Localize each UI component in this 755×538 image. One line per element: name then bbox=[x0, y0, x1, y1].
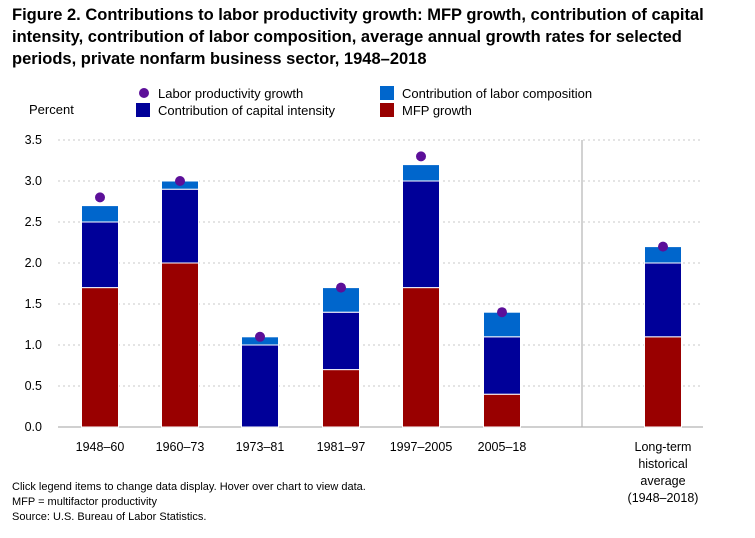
marker-labor-productivity-growth-1997-2005[interactable] bbox=[416, 151, 426, 162]
x-tick-label-1948-60: 1948–60 bbox=[76, 440, 125, 454]
marker-labor-productivity-growth-long-term-historical-average-1948-2018[interactable] bbox=[658, 241, 668, 252]
x-tick-label-long-term-historical-average-1948-2018: Long-term historical average (1948–2018) bbox=[628, 440, 699, 505]
bar-contribution-of-capital-intensity-1960-73[interactable] bbox=[161, 188, 199, 264]
marker-labor-productivity-growth-1973-81[interactable] bbox=[255, 331, 265, 342]
y-axis-ticks: 0.0 0.5 1.0 1.5 2.0 2.5 3.0 3.5 bbox=[25, 133, 42, 434]
bar-contribution-of-labor-composition-1997-2005[interactable] bbox=[402, 164, 440, 182]
y-tick-label-2-5: 2.5 bbox=[25, 215, 42, 229]
y-tick-label-0-5: 0.5 bbox=[25, 379, 42, 393]
bar-contribution-of-capital-intensity-2005-18[interactable] bbox=[483, 336, 521, 395]
bar-contribution-of-capital-intensity-1997-2005[interactable] bbox=[402, 180, 440, 289]
legend-item-contribution-of-capital-intensity[interactable]: Contribution of capital intensity bbox=[136, 103, 336, 118]
legend-item-labor-productivity-growth[interactable]: Labor productivity growth bbox=[139, 86, 303, 101]
x-tick-label-1981-97: 1981–97 bbox=[317, 440, 366, 454]
y-tick-label-1-5: 1.5 bbox=[25, 297, 42, 311]
y-tick-label-2-0: 2.0 bbox=[25, 256, 42, 270]
y-axis-label: Percent bbox=[29, 102, 74, 117]
bar-contribution-of-capital-intensity-1981-97[interactable] bbox=[322, 311, 360, 371]
bar-mfp-growth-long-term-historical-average-1948-2018[interactable] bbox=[644, 336, 682, 428]
source-note: Source: U.S. Bureau of Labor Statistics. bbox=[12, 511, 207, 523]
legend-label-contribution-of-capital-intensity: Contribution of capital intensity bbox=[158, 103, 336, 118]
chart-notes: Click legend items to change data displa… bbox=[12, 480, 366, 525]
bars[interactable] bbox=[81, 164, 682, 428]
marker-labor-productivity-growth-1981-97[interactable] bbox=[336, 282, 346, 293]
y-tick-label-3-0: 3.0 bbox=[25, 174, 42, 188]
x-axis-labels: 1948–60 1960–73 1973–81 1981–97 1997–2005 200… bbox=[76, 440, 699, 505]
legend-label-contribution-of-labor-composition: Contribution of labor composition bbox=[402, 86, 592, 101]
chart-title: Figure 2. Contributions to labor product… bbox=[12, 6, 704, 68]
y-tick-label-1-0: 1.0 bbox=[25, 338, 42, 352]
legend-swatch-contribution-of-capital-intensity bbox=[136, 103, 150, 117]
bar-mfp-growth-1960-73[interactable] bbox=[161, 262, 199, 428]
bar-contribution-of-capital-intensity-1973-81[interactable] bbox=[241, 344, 279, 428]
legend: Labor productivity growth Contribution of… bbox=[136, 86, 592, 118]
abbreviation-note: MFP = multifactor productivity bbox=[12, 496, 157, 508]
bar-contribution-of-capital-intensity-long-term-historical-average-1948-2018[interactable] bbox=[644, 262, 682, 338]
markers[interactable] bbox=[95, 151, 668, 342]
interaction-note: Click legend items to change data displa… bbox=[12, 481, 366, 493]
x-tick-label-1997-2005: 1997–2005 bbox=[390, 440, 453, 454]
bar-mfp-growth-1981-97[interactable] bbox=[322, 369, 360, 428]
legend-item-mfp-growth[interactable]: MFP growth bbox=[380, 103, 472, 118]
legend-swatch-labor-productivity-growth bbox=[139, 88, 149, 98]
bar-contribution-of-capital-intensity-1948-60[interactable] bbox=[81, 221, 119, 289]
bar-mfp-growth-1948-60[interactable] bbox=[81, 287, 119, 428]
x-tick-label-1973-81: 1973–81 bbox=[236, 440, 285, 454]
legend-swatch-contribution-of-labor-composition bbox=[380, 86, 394, 100]
grid-lines bbox=[58, 139, 703, 428]
y-tick-label-3-5: 3.5 bbox=[25, 133, 42, 147]
legend-swatch-mfp-growth bbox=[380, 103, 394, 117]
marker-labor-productivity-growth-1948-60[interactable] bbox=[95, 192, 105, 203]
marker-labor-productivity-growth-1960-73[interactable] bbox=[175, 176, 185, 186]
marker-labor-productivity-growth-2005-18[interactable] bbox=[497, 307, 507, 318]
legend-label-mfp-growth: MFP growth bbox=[402, 103, 472, 118]
legend-label-labor-productivity-growth: Labor productivity growth bbox=[158, 86, 303, 101]
bar-mfp-growth-2005-18[interactable] bbox=[483, 393, 521, 428]
bar-contribution-of-labor-composition-1948-60[interactable] bbox=[81, 205, 119, 223]
x-tick-label-2005-18: 2005–18 bbox=[478, 440, 527, 454]
x-tick-label-1960-73: 1960–73 bbox=[156, 440, 205, 454]
bar-mfp-growth-1997-2005[interactable] bbox=[402, 287, 440, 428]
y-tick-label-0-0: 0.0 bbox=[25, 420, 42, 434]
legend-item-contribution-of-labor-composition[interactable]: Contribution of labor composition bbox=[380, 86, 592, 101]
